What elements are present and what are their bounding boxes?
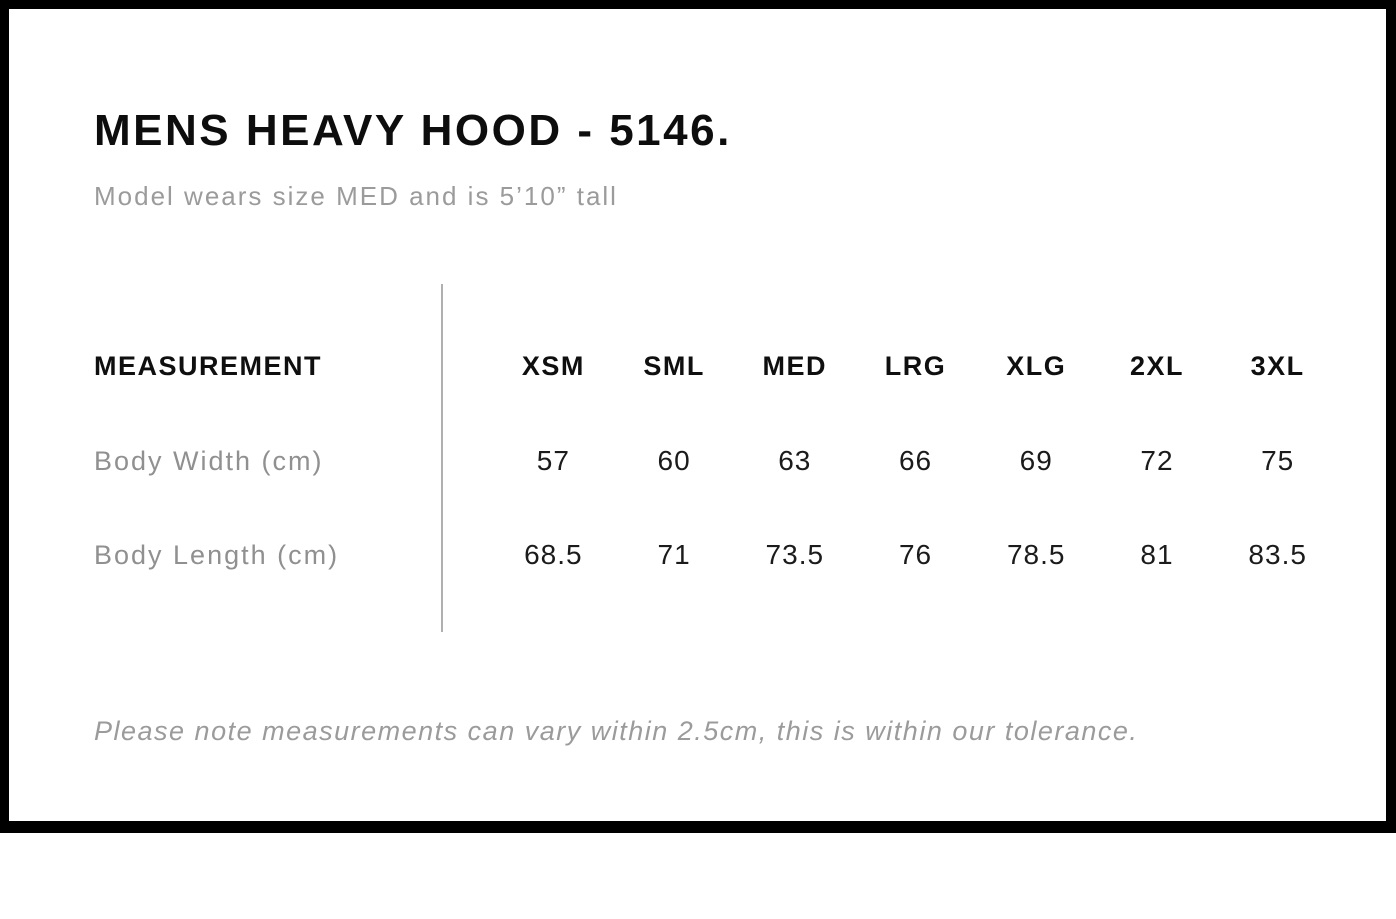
row-label: Body Width (cm) <box>94 446 324 476</box>
body-length-2xl: 81 <box>1140 539 1174 570</box>
row-label: Body Length (cm) <box>94 540 340 570</box>
size-header-lrg: LRG <box>884 351 947 381</box>
size-guide-content: MENS HEAVY HOOD - 5146. Model wears size… <box>9 107 1386 919</box>
size-chart-header-row: MEASUREMENT XSM SML MED LRG XLG 2XL 3XL <box>94 352 1386 380</box>
size-header-med: MED <box>762 351 828 381</box>
body-width-med: 63 <box>778 445 812 476</box>
body-width-3xl: 75 <box>1261 445 1295 476</box>
body-width-2xl: 72 <box>1140 445 1174 476</box>
size-header-xlg: XLG <box>1006 351 1067 381</box>
body-width-lrg: 66 <box>898 445 933 476</box>
size-header-cells: XSM SML MED LRG XLG 2XL 3XL <box>441 352 1386 380</box>
body-width-xlg: 69 <box>1019 445 1053 476</box>
size-header-3xl: 3XL <box>1250 351 1305 381</box>
divider-line <box>441 284 443 632</box>
tolerance-note: Please note measurements can vary within… <box>94 716 1139 746</box>
product-title: MENS HEAVY HOOD - 5146. <box>94 106 732 155</box>
model-size-note: Model wears size MED and is 5’10” tall <box>94 181 618 211</box>
body-width-sml: 60 <box>657 445 691 476</box>
table-row-body-length: Body Length (cm) 68.5 71 73.5 76 78.5 81… <box>94 540 1386 571</box>
size-header-2xl: 2XL <box>1129 351 1184 381</box>
body-length-lrg: 76 <box>898 539 933 570</box>
row-values: 68.5 71 73.5 76 78.5 81 83.5 <box>441 540 1386 570</box>
measurement-column-header: MEASUREMENT <box>94 351 323 381</box>
size-guide-panel: MENS HEAVY HOOD - 5146. Model wears size… <box>0 0 1396 833</box>
size-header-xsm: XSM <box>521 351 585 381</box>
body-length-xlg: 78.5 <box>1006 539 1066 570</box>
table-row-body-width: Body Width (cm) 57 60 63 66 69 72 75 <box>94 446 1386 477</box>
body-length-sml: 71 <box>657 539 691 570</box>
body-length-xsm: 68.5 <box>524 539 583 570</box>
body-length-med: 73.5 <box>765 539 825 570</box>
body-width-xsm: 57 <box>536 445 570 476</box>
size-header-sml: SML <box>643 351 705 381</box>
size-chart-table: MEASUREMENT XSM SML MED LRG XLG 2XL 3XL … <box>94 284 1386 632</box>
row-values: 57 60 63 66 69 72 75 <box>441 446 1386 476</box>
body-length-3xl: 83.5 <box>1248 539 1307 570</box>
